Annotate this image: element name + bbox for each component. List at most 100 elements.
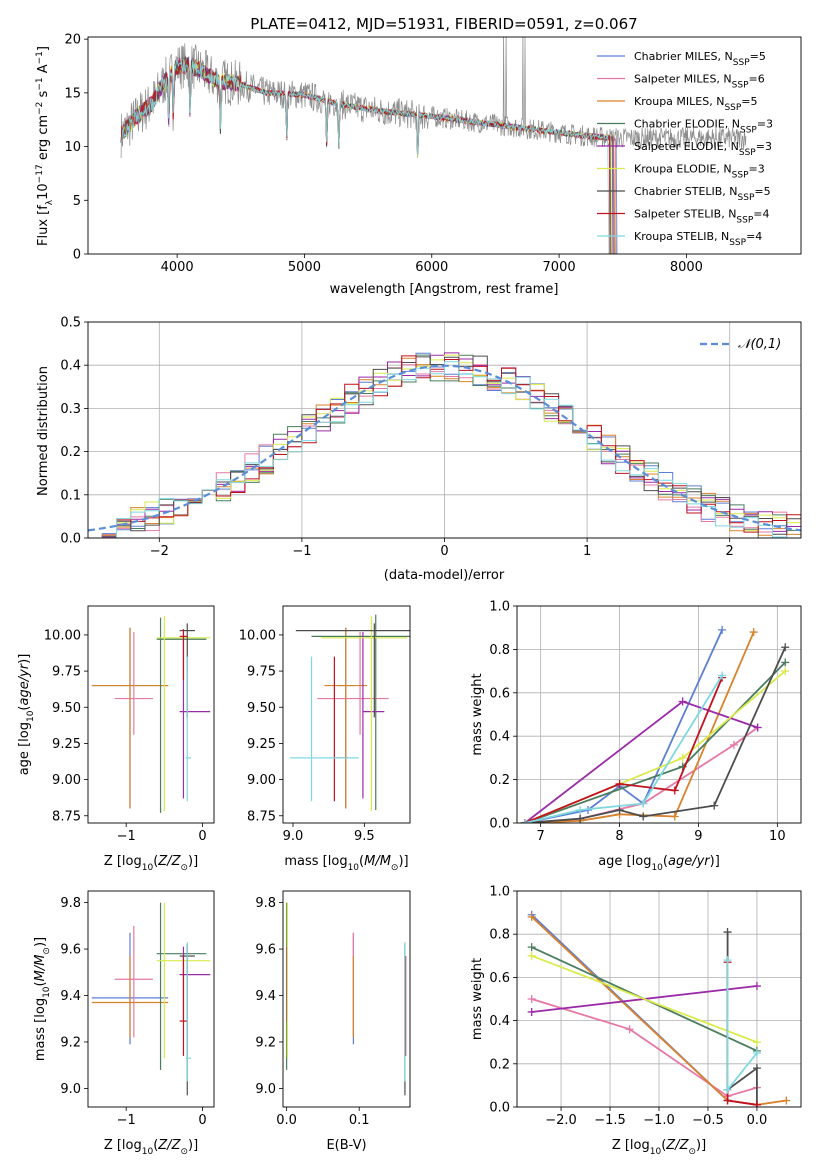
weight-line <box>524 674 723 823</box>
y-axis-label: mass [log10(M/M⊙)] <box>33 937 52 1061</box>
x-tick-label: 9.0 <box>283 829 304 844</box>
axes-age_vs_Z: −1 0 8.75 9.00 9.25 9.50 9.75 10.00 Z [log10(Z/Z… <box>17 605 215 873</box>
weight-marker <box>781 667 790 676</box>
residual-histogram <box>88 361 801 538</box>
weight-marker <box>752 1064 761 1073</box>
x-axis-label: E(B-V) <box>326 1138 366 1153</box>
x-axis-label: (data-model)/error <box>384 568 505 583</box>
model-spectrum <box>120 56 615 254</box>
weight-marker <box>527 951 536 960</box>
y-tick-label: 9.6 <box>60 943 81 958</box>
y-tick-label: 9.00 <box>52 773 81 788</box>
plot-area-mass_vs_Z <box>91 902 211 1096</box>
weight-marker <box>639 799 648 808</box>
y-tick-label: 20 <box>64 33 81 48</box>
y-tick-label: 8.75 <box>247 809 276 824</box>
x-tick-label: −0.5 <box>692 1113 724 1128</box>
weight-marker <box>710 801 719 810</box>
plot-area-spectrum <box>120 37 747 254</box>
model-spectrum <box>120 58 611 254</box>
axes-mass_vs_ebv: 0.0 0.1 9.0 9.2 9.4 9.6 9.8 E(B-V) <box>255 890 411 1153</box>
x-tick-label: −1.0 <box>643 1113 675 1128</box>
y-tick-label: 0.8 <box>489 643 510 658</box>
weight-marker <box>752 1049 761 1057</box>
y-tick-label: 9.8 <box>60 896 81 911</box>
y-tick-label: 9.4 <box>255 989 276 1004</box>
y-axis-label: mass weight <box>470 958 485 1040</box>
weight-line <box>524 629 723 823</box>
observed-spectrum <box>120 37 747 159</box>
weight-marker <box>625 1025 634 1034</box>
weight-marker <box>782 1096 791 1105</box>
weight-marker <box>723 956 732 965</box>
y-tick-label: 0.4 <box>489 730 510 745</box>
weight-marker <box>752 1100 761 1107</box>
x-axis-label: Z [log10(Z/Z⊙)] <box>104 854 198 873</box>
weight-marker <box>670 786 679 795</box>
x-tick-label: 10 <box>769 829 786 844</box>
weight-line <box>524 677 723 823</box>
x-tick-label: 9.5 <box>354 829 375 844</box>
y-tick-label: 0.0 <box>60 532 81 547</box>
x-tick-label: 0 <box>440 544 448 559</box>
y-tick-label: 0.4 <box>489 1014 510 1029</box>
y-tick-label: 9.0 <box>255 1082 276 1097</box>
axes-mass_vs_Z: −1 0 9.0 9.2 9.4 9.6 9.8 Z [log10(Z/Z⊙)] mass [l… <box>33 890 215 1157</box>
axes-frame <box>516 605 802 824</box>
y-tick-label: 8.75 <box>52 809 81 824</box>
model-spectrum <box>120 58 610 254</box>
weight-marker <box>678 753 687 762</box>
axes-residuals: −2 −1 0 1 2 0.0 0.1 0.2 0.3 0.4 0.5 (data-model)/er… <box>36 316 802 583</box>
model-spectrum <box>120 57 617 254</box>
plot-area-age_vs_mass <box>290 614 410 812</box>
x-tick-label: 0.0 <box>747 1113 768 1128</box>
y-tick-label: 0.1 <box>60 488 81 503</box>
y-axis-label: age [log10(age/yr)] <box>17 654 36 776</box>
y-tick-label: 0.6 <box>489 686 510 701</box>
y-tick-label: 10.00 <box>239 628 276 643</box>
axes-frame <box>516 890 802 1108</box>
y-tick-label: 0.2 <box>60 445 81 460</box>
axes-weight_vs_age: 7 8 9 10 0.0 0.2 0.4 0.6 0.8 1.0 age [log10(age/yr… <box>470 600 802 873</box>
model-spectrum <box>120 56 614 254</box>
x-tick-label: −2.0 <box>545 1113 577 1128</box>
axes-frame <box>87 321 802 539</box>
legend-label: 𝒩(0,1) <box>738 337 781 352</box>
y-tick-label: 10 <box>64 140 81 155</box>
y-tick-label: 9.75 <box>247 665 276 680</box>
weight-marker <box>723 1085 732 1094</box>
weight-marker <box>615 779 624 788</box>
y-tick-label: 9.8 <box>255 896 276 911</box>
axes-weight_vs_Z: −2.0 −1.5 −1.0 −0.5 0.0 0.0 0.2 0.4 0.6 0.8 1.0 Z [… <box>470 885 802 1157</box>
weight-marker <box>615 805 624 814</box>
y-tick-label: 9.6 <box>255 943 276 958</box>
weight-marker <box>718 671 727 680</box>
weight-marker <box>781 643 790 652</box>
x-tick-label: 2 <box>726 544 734 559</box>
weight-marker <box>753 723 762 732</box>
weight-marker <box>520 819 529 823</box>
weight-marker <box>527 943 536 952</box>
x-tick-label: −1 <box>117 1113 136 1128</box>
weight-marker <box>718 625 727 634</box>
weight-marker <box>752 1038 761 1047</box>
y-axis-label: Flux [fλ10−17 erg cm−2 s−1 A−1] <box>35 46 55 246</box>
x-tick-label: 0.0 <box>276 1113 297 1128</box>
x-tick-label: −1 <box>117 829 136 844</box>
y-tick-label: 10.00 <box>44 628 81 643</box>
x-tick-label: 0 <box>198 829 206 844</box>
y-tick-label: 9.0 <box>60 1082 81 1097</box>
x-tick-label: 0.1 <box>349 1113 370 1128</box>
legend-label: Salpeter ELODIE, NSSP=3 <box>634 140 772 158</box>
model-spectrum <box>120 57 616 254</box>
model-spectrum <box>120 57 613 254</box>
weight-marker <box>781 658 790 667</box>
figure-title: PLATE=0412, MJD=51931, FIBERID=0591, z=0… <box>250 15 637 33</box>
weight-marker <box>723 928 732 937</box>
weight-marker <box>576 814 585 823</box>
weight-marker <box>527 995 536 1003</box>
plot-area-residuals <box>88 352 801 538</box>
axes-age_vs_mass: 9.0 9.5 8.75 9.00 9.25 9.50 9.75 10.00 mass [log… <box>239 605 411 873</box>
x-tick-label: 7000 <box>543 260 576 275</box>
